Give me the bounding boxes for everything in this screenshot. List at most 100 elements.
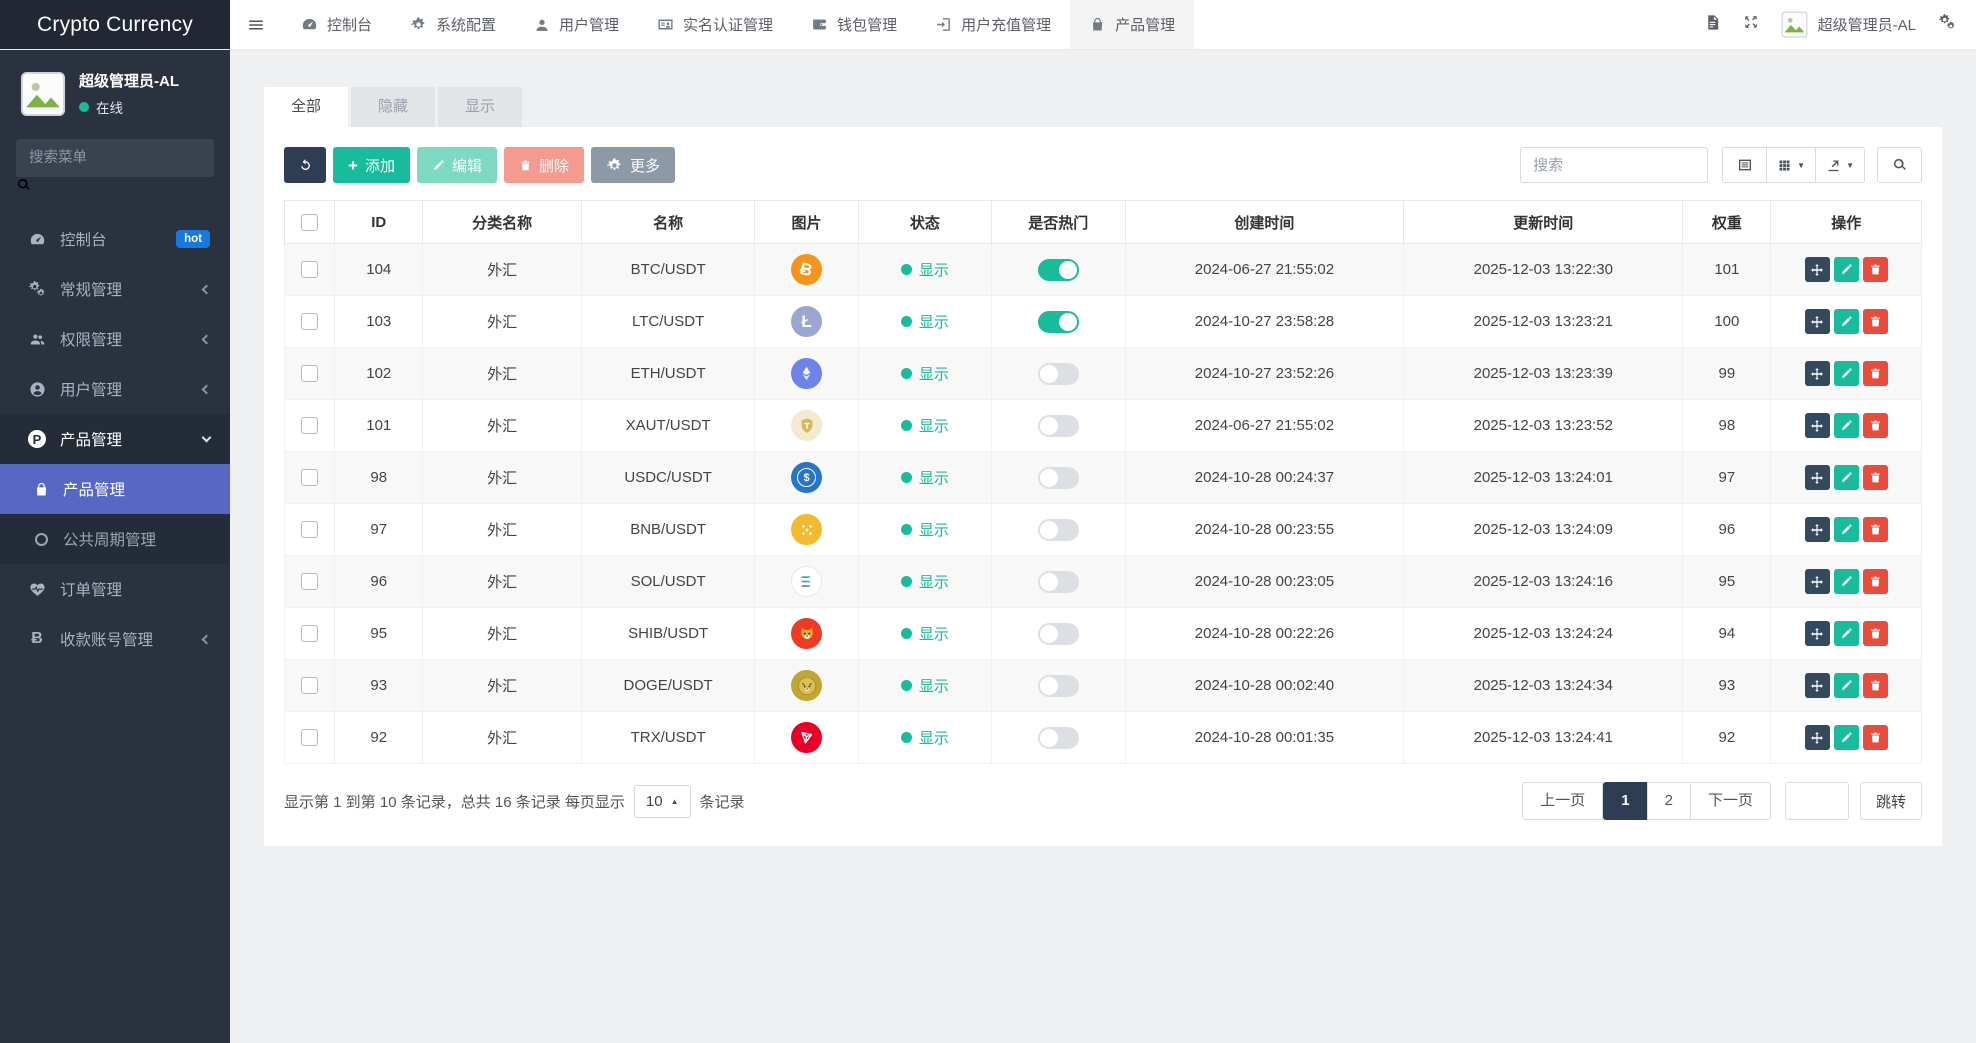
sidebar-item[interactable]: 权限管理 <box>0 314 230 364</box>
drag-move-button[interactable] <box>1804 413 1830 438</box>
row-edit-button[interactable] <box>1833 725 1859 750</box>
cell-created: 2024-10-28 00:23:55 <box>1124 503 1405 556</box>
select-all-checkbox[interactable] <box>301 213 319 231</box>
jump-button[interactable]: 跳转 <box>1859 782 1922 820</box>
row-edit-button[interactable] <box>1833 569 1859 594</box>
hot-toggle[interactable] <box>1037 518 1079 541</box>
row-delete-button[interactable] <box>1862 517 1888 542</box>
sidebar-subitem[interactable]: 公共周期管理 <box>0 514 230 564</box>
row-checkbox[interactable] <box>301 521 319 539</box>
topnav-item[interactable]: 用户充值管理 <box>916 0 1070 49</box>
row-delete-button[interactable] <box>1862 465 1888 490</box>
sidebar-item[interactable]: 用户管理 <box>0 364 230 414</box>
sidebar-item[interactable]: 常规管理 <box>0 264 230 314</box>
language-icon[interactable] <box>1704 14 1721 36</box>
jump-page-input[interactable] <box>1784 782 1849 820</box>
row-edit-button[interactable] <box>1833 465 1859 490</box>
settings-cogs-icon[interactable] <box>1938 13 1956 36</box>
row-delete-button[interactable] <box>1862 673 1888 698</box>
row-checkbox[interactable] <box>301 365 319 383</box>
table-search-input[interactable] <box>1520 147 1709 183</box>
hot-toggle[interactable] <box>1037 570 1079 593</box>
tab-全部[interactable]: 全部 <box>264 87 349 127</box>
row-checkbox[interactable] <box>301 417 319 435</box>
row-edit-button[interactable] <box>1833 361 1859 386</box>
fullscreen-icon[interactable] <box>1743 14 1759 35</box>
tab-显示[interactable]: 显示 <box>438 87 523 127</box>
columns-button[interactable]: ▼ <box>1766 147 1817 183</box>
refresh-button[interactable] <box>284 147 326 183</box>
add-button[interactable]: + 添加 <box>333 147 410 183</box>
topnav-item[interactable]: 控制台 <box>282 0 391 49</box>
row-edit-button[interactable] <box>1833 517 1859 542</box>
row-checkbox[interactable] <box>301 677 319 695</box>
edit-button[interactable]: 编辑 <box>416 147 497 183</box>
hot-toggle[interactable] <box>1037 414 1079 437</box>
topnav-item[interactable]: 产品管理 <box>1070 0 1195 49</box>
drag-move-button[interactable] <box>1804 309 1830 334</box>
hot-toggle[interactable] <box>1037 726 1079 749</box>
page-size-select[interactable]: 10 ▲ <box>633 784 691 818</box>
drag-move-button[interactable] <box>1804 257 1830 282</box>
row-checkbox[interactable] <box>301 625 319 643</box>
row-edit-button[interactable] <box>1833 413 1859 438</box>
topnav-item[interactable]: 用户管理 <box>515 0 638 49</box>
row-delete-button[interactable] <box>1862 361 1888 386</box>
row-edit-button[interactable] <box>1833 673 1859 698</box>
row-edit-button[interactable] <box>1833 621 1859 646</box>
prev-page-button[interactable]: 上一页 <box>1522 782 1604 820</box>
row-edit-button[interactable] <box>1833 257 1859 282</box>
hot-toggle[interactable] <box>1037 310 1079 333</box>
avatar[interactable] <box>20 71 66 117</box>
row-delete-button[interactable] <box>1862 725 1888 750</box>
tab-隐藏[interactable]: 隐藏 <box>351 87 436 127</box>
page-number-button[interactable]: 2 <box>1646 782 1691 820</box>
sidebar-item[interactable]: Ƀ 收款账号管理 <box>0 614 230 664</box>
search-button[interactable] <box>1877 147 1922 183</box>
drag-move-button[interactable] <box>1804 569 1830 594</box>
wallet-icon <box>811 16 828 33</box>
row-checkbox[interactable] <box>301 573 319 591</box>
coin-icon-eth <box>791 358 823 389</box>
detail-view-button[interactable] <box>1722 147 1768 183</box>
row-delete-button[interactable] <box>1862 257 1888 282</box>
delete-button[interactable]: 删除 <box>503 147 584 183</box>
current-user-name[interactable]: 超级管理员-AL <box>1817 17 1916 34</box>
next-page-button[interactable]: 下一页 <box>1689 782 1771 820</box>
hot-toggle[interactable] <box>1037 466 1079 489</box>
menu-search-input[interactable] <box>16 139 214 177</box>
hot-toggle[interactable] <box>1037 258 1079 281</box>
avatar[interactable] <box>1781 11 1808 38</box>
sidebar-item[interactable]: P 产品管理 <box>0 414 230 464</box>
drag-move-button[interactable] <box>1804 725 1830 750</box>
topnav-item[interactable]: 钱包管理 <box>792 0 916 49</box>
sidebar-item[interactable]: 订单管理 <box>0 564 230 614</box>
row-checkbox[interactable] <box>301 313 319 331</box>
topnav-item[interactable]: 系统配置 <box>391 0 515 49</box>
topnav-item[interactable]: 实名认证管理 <box>638 0 792 49</box>
page-number-button[interactable]: 1 <box>1603 782 1648 820</box>
drag-move-button[interactable] <box>1804 465 1830 490</box>
hot-toggle[interactable] <box>1037 674 1079 697</box>
row-delete-button[interactable] <box>1862 621 1888 646</box>
hot-toggle[interactable] <box>1037 622 1079 645</box>
drag-move-button[interactable] <box>1804 673 1830 698</box>
row-delete-button[interactable] <box>1862 309 1888 334</box>
drag-move-button[interactable] <box>1804 517 1830 542</box>
hot-toggle[interactable] <box>1037 362 1079 385</box>
export-button[interactable]: ▼ <box>1815 147 1865 183</box>
table-row: 98 外汇 USDC/USDT $ 显示 2024-10-28 00:24:37 2025-… <box>283 451 1922 504</box>
sidebar-item[interactable]: 控制台 hot <box>0 214 230 264</box>
sidebar-toggle-button[interactable] <box>230 0 282 49</box>
sidebar-subitem[interactable]: 产品管理 <box>0 464 230 514</box>
drag-move-button[interactable] <box>1804 361 1830 386</box>
row-edit-button[interactable] <box>1833 309 1859 334</box>
row-checkbox[interactable] <box>301 261 319 279</box>
row-checkbox[interactable] <box>301 729 319 747</box>
row-delete-button[interactable] <box>1862 569 1888 594</box>
more-button[interactable]: 更多 <box>590 147 675 183</box>
row-delete-button[interactable] <box>1862 413 1888 438</box>
drag-move-button[interactable] <box>1804 621 1830 646</box>
row-checkbox[interactable] <box>301 469 319 487</box>
app-logo: Crypto Currency <box>0 0 230 49</box>
